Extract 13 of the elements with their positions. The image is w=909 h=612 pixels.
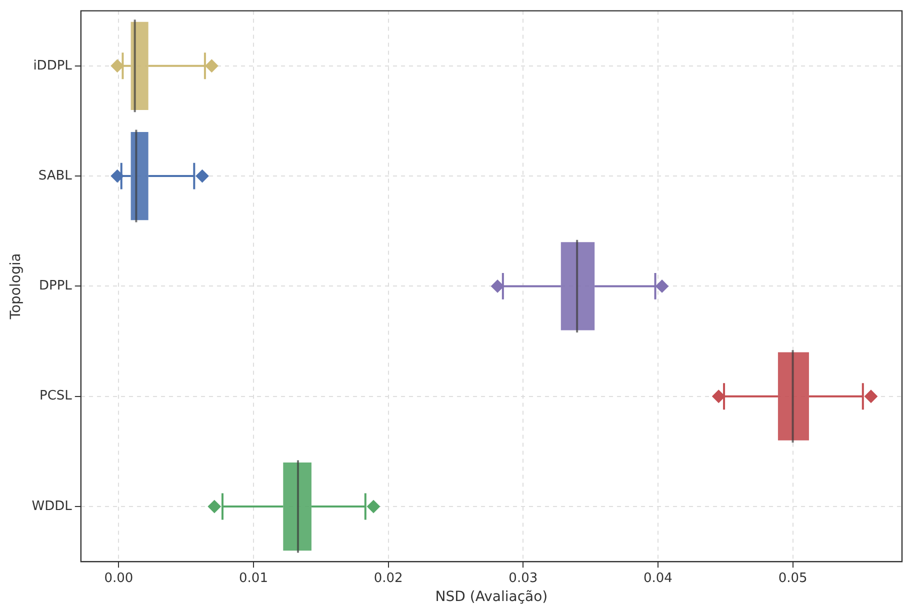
y-tick-label: PCSL [39, 388, 73, 404]
x-tick-label: 0.01 [239, 570, 268, 586]
x-tick-label: 0.04 [643, 570, 672, 586]
x-tick-label: 0.03 [508, 570, 538, 586]
x-tick-label: 0.02 [374, 570, 403, 586]
y-tick-label: DPPL [38, 278, 73, 294]
x-tick-label: 0.05 [778, 570, 808, 586]
x-tick-label: 0.00 [104, 570, 134, 586]
x-axis-title: NSD (Avaliação) [435, 589, 548, 606]
y-tick-label: SABL [38, 168, 73, 184]
y-tick-label: WDDL [32, 498, 73, 514]
y-axis-title: Topologia [8, 253, 24, 320]
y-tick-label: iDDPL [33, 58, 73, 74]
